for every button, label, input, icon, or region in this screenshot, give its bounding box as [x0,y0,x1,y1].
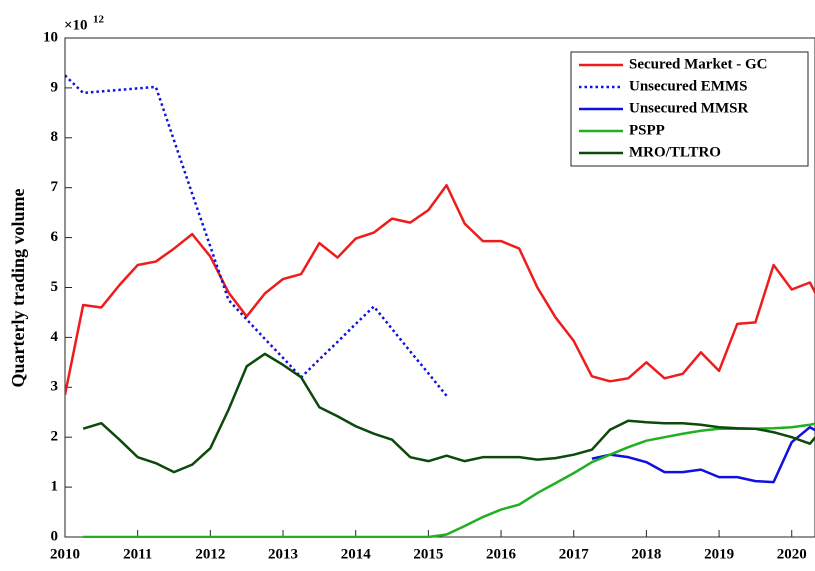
y-tick-label: 2 [51,429,59,445]
series-line [83,422,815,538]
y-axis-label: Quarterly trading volume [8,189,28,388]
y-tick-label: 0 [51,528,59,544]
x-tick-label: 2018 [631,546,661,562]
legend-label: Secured Market - GC [629,56,767,72]
legend-label: PSPP [629,122,665,138]
y-tick-label: 10 [43,29,58,45]
x-tick-label: 2020 [777,546,807,562]
series-line [591,425,815,484]
series-line [82,352,815,474]
x-tick-label: 2017 [559,546,590,562]
x-tick-label: 2013 [268,546,298,562]
y-tick-label: 9 [51,79,59,95]
legend-label: Unsecured EMMS [629,78,747,94]
y-tick-label: 3 [51,379,59,395]
x-tick-label: 2016 [486,546,517,562]
x-tick-label: 2010 [50,546,80,562]
series-line [65,183,815,396]
series-line [65,74,448,397]
y-exponent-power: 12 [93,14,105,26]
x-tick-label: 2019 [704,546,734,562]
x-tick-label: 2011 [123,546,152,562]
y-exponent-base: ×10 [64,17,88,33]
legend-label: Unsecured MMSR [629,100,748,116]
y-tick-label: 1 [51,479,59,495]
y-tick-label: 8 [51,129,59,145]
y-tick-label: 5 [51,279,59,295]
legend-label: MRO/TLTRO [629,144,721,160]
x-tick-label: 2015 [413,546,443,562]
x-tick-label: 2012 [195,546,225,562]
y-tick-label: 6 [51,229,59,245]
x-tick-label: 2014 [341,546,372,562]
lines [65,74,815,538]
y-tick-label: 7 [51,179,59,195]
y-tick-label: 4 [51,329,59,345]
